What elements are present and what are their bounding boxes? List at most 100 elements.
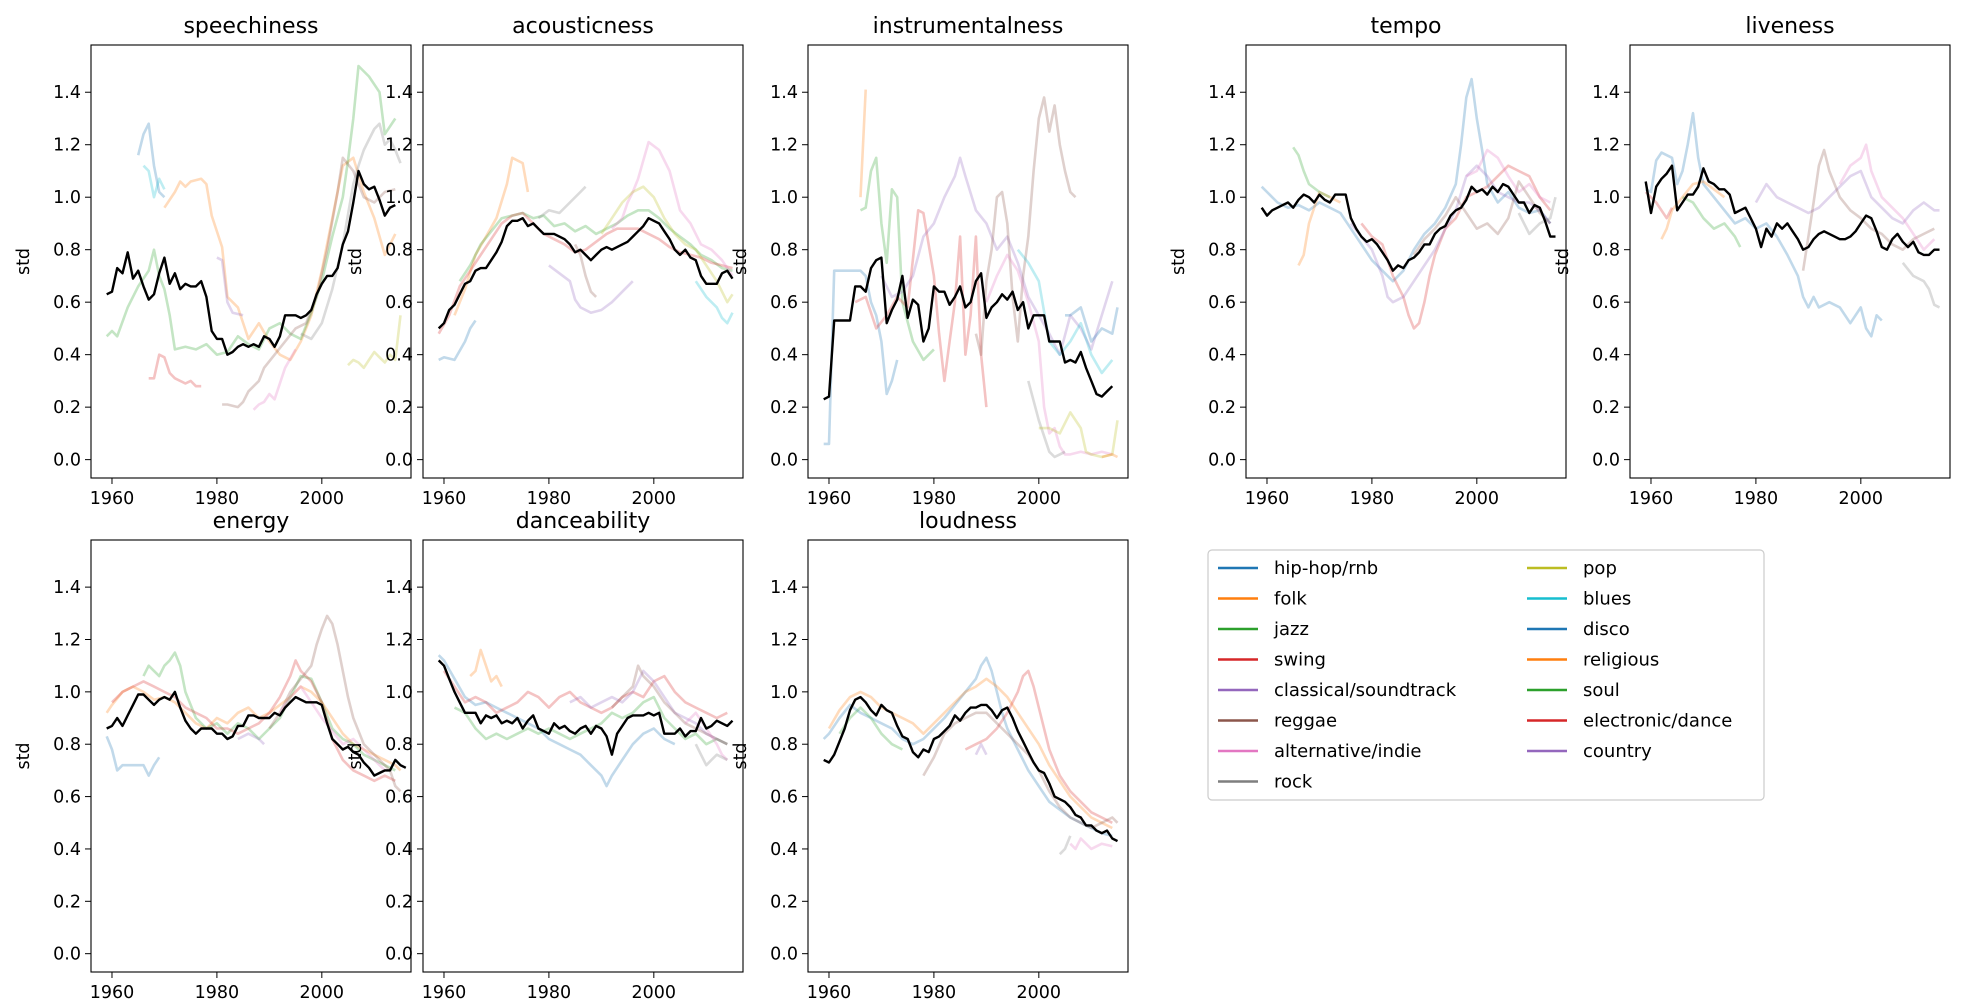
genre-series-line — [1465, 148, 1551, 204]
x-tick-label: 2000 — [632, 983, 677, 1002]
genre-series-line — [458, 209, 733, 282]
genre-series-line — [880, 156, 1114, 356]
y-tick-label: 1.4 — [770, 83, 798, 103]
y-tick-label: 1.2 — [385, 136, 413, 156]
y-tick-label: 0.2 — [53, 892, 81, 912]
y-tick-label: 1.4 — [1208, 83, 1236, 103]
genre-series-line — [268, 614, 402, 793]
legend-item: electronic/dance — [1527, 711, 1732, 732]
legend-label: reggae — [1274, 711, 1337, 732]
genre-series-line — [222, 156, 396, 409]
legend-label: classical/soundtrack — [1274, 680, 1457, 701]
genre-series-line — [142, 164, 166, 199]
genre-series-line — [105, 64, 397, 356]
genre-series-line — [1644, 191, 1674, 220]
genre-lines — [822, 656, 1119, 856]
genre-series-line — [111, 659, 396, 783]
genre-series-line — [1801, 148, 1935, 271]
axes-frame — [422, 44, 744, 479]
genre-series-line — [859, 156, 935, 362]
x-tick-label: 1960 — [807, 489, 852, 509]
legend-item: alternative/indie — [1218, 741, 1421, 762]
axes-frame — [90, 44, 412, 479]
y-tick-label: 1.2 — [1208, 136, 1236, 156]
genre-series-line — [136, 122, 166, 199]
legend-label: jazz — [1273, 619, 1309, 640]
legend-item: folk — [1218, 589, 1307, 610]
legend-item: country — [1527, 741, 1652, 762]
y-tick-label: 0.8 — [385, 241, 413, 261]
y-tick-label: 0.0 — [385, 451, 413, 471]
y-tick-label: 0.2 — [1208, 398, 1236, 418]
genre-series-line — [1027, 380, 1066, 459]
subplot-title: instrumentalness — [873, 14, 1064, 39]
genre-series-line — [974, 96, 1077, 356]
genre-series-line — [1412, 180, 1552, 256]
y-tick-label: 0.8 — [1592, 241, 1620, 261]
genre-series-line — [694, 280, 734, 325]
genre-series-line — [437, 211, 733, 335]
y-tick-label: 0.8 — [770, 241, 798, 261]
legend-item: disco — [1527, 619, 1630, 640]
genre-series-line — [300, 122, 402, 341]
y-tick-label: 1.4 — [385, 83, 413, 103]
genre-series-line — [974, 742, 988, 756]
genre-series-line — [1058, 835, 1072, 856]
y-tick-label: 1.0 — [53, 188, 81, 208]
y-tick-label: 1.0 — [385, 188, 413, 208]
x-tick-label: 1960 — [90, 983, 135, 1002]
y-tick-label: 0.6 — [385, 293, 413, 313]
legend-item: soul — [1527, 680, 1620, 701]
y-tick-label: 0.4 — [385, 840, 413, 860]
mean-series-line — [106, 690, 407, 777]
y-tick-label: 0.4 — [770, 840, 798, 860]
subplot-grid: speechiness 0.0 0.2 0.4 0.6 0.8 1.0 1.2 1.4 1960 1… — [14, 14, 1951, 1002]
y-tick-label: 1.4 — [1592, 83, 1620, 103]
y-tick-label: 1.4 — [53, 83, 81, 103]
genre-series-line — [1101, 453, 1119, 459]
genre-series-line — [278, 685, 386, 772]
y-tick-label: 1.4 — [53, 578, 81, 598]
genre-series-line — [1517, 196, 1557, 236]
genre-series-line — [442, 670, 728, 720]
legend-label: soul — [1583, 680, 1620, 701]
x-tick-label: 1980 — [527, 489, 572, 509]
genre-lines — [823, 89, 1119, 459]
genre-series-line — [1260, 77, 1552, 283]
y-tick-label: 0.4 — [770, 346, 798, 366]
genre-series-line — [163, 156, 397, 362]
genre-series-line — [1838, 143, 1936, 251]
genre-series-line — [827, 677, 1113, 830]
y-tick-label: 0.0 — [53, 451, 81, 471]
legend-item: hip-hop/rnb — [1218, 558, 1378, 579]
subplot-title: danceability — [516, 509, 650, 534]
axes-frame — [1245, 44, 1567, 479]
legend-item: blues — [1527, 589, 1631, 610]
y-tick-label: 1.0 — [1208, 188, 1236, 208]
legend: hip-hop/rnb folk jazz swing classical/soundt… — [1207, 549, 1765, 801]
subplot-speechiness: speechiness 0.0 0.2 0.4 0.6 0.8 1.0 1.2 1.4 1960 1… — [14, 14, 412, 509]
y-axis-label: std — [346, 742, 366, 769]
y-tick-label: 1.2 — [53, 630, 81, 650]
y-tick-label: 0.2 — [770, 398, 798, 418]
genre-series-line — [600, 185, 734, 304]
genre-series-line — [569, 669, 728, 746]
y-tick-label: 1.4 — [770, 578, 798, 598]
genre-series-line — [216, 256, 244, 317]
subplot-danceability: danceability 0.0 0.2 0.4 0.6 0.8 1.0 1.2 1.4 1960… — [346, 509, 744, 1002]
y-axis-label: std — [14, 248, 34, 275]
y-tick-label: 1.2 — [770, 630, 798, 650]
y-tick-label: 0.8 — [53, 735, 81, 755]
genre-series-line — [1660, 180, 1726, 240]
subplot-acousticness: acousticness 0.0 0.2 0.4 0.6 0.8 1.0 1.2 1.4 1960… — [346, 14, 744, 509]
genre-series-line — [347, 315, 402, 370]
genre-lines — [1260, 77, 1557, 330]
x-tick-label: 1980 — [912, 489, 957, 509]
genre-series-line — [822, 656, 1113, 838]
genre-series-line — [1360, 164, 1552, 330]
genre-series-line — [985, 253, 1113, 456]
y-tick-label: 0.4 — [53, 840, 81, 860]
y-tick-label: 0.0 — [1208, 451, 1236, 471]
x-tick-label: 1960 — [422, 489, 467, 509]
